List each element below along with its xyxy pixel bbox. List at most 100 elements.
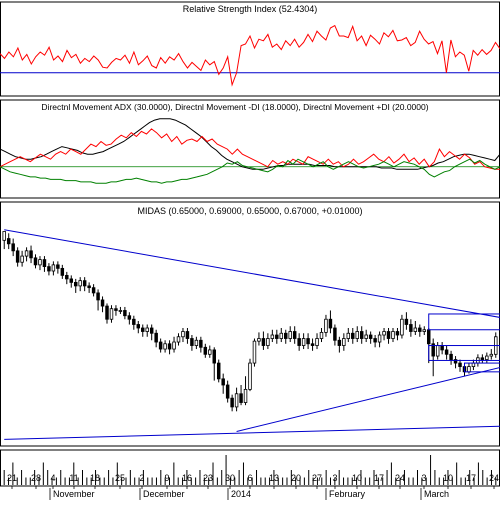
candle xyxy=(11,238,15,257)
candle-body xyxy=(458,362,462,367)
day-tick-label: 28 xyxy=(31,473,41,483)
candle xyxy=(346,328,351,343)
candle-body xyxy=(248,362,252,390)
candle-body xyxy=(60,267,65,276)
dmi-title: Directnl Movement ADX (30.0000), Directn… xyxy=(41,102,428,112)
candle-body xyxy=(11,243,15,252)
candle xyxy=(297,333,301,351)
zone-box xyxy=(428,345,500,361)
candle-body xyxy=(359,331,364,339)
trendline xyxy=(4,229,500,318)
candle-body xyxy=(15,250,20,263)
day-tick-label: 18 xyxy=(90,473,100,483)
candle xyxy=(154,329,158,348)
candle-body xyxy=(69,278,74,283)
candle-body xyxy=(471,362,476,367)
candle xyxy=(158,338,163,353)
candle-body xyxy=(185,331,190,339)
candle-body xyxy=(118,310,123,312)
candle-body xyxy=(82,280,87,287)
candle xyxy=(400,314,404,339)
day-tick-label: 9 xyxy=(164,473,169,483)
candle xyxy=(337,336,342,353)
candle xyxy=(145,324,149,337)
candle xyxy=(284,329,288,344)
candle xyxy=(181,328,185,343)
candle-body xyxy=(440,345,444,351)
trendline xyxy=(236,367,500,432)
candle xyxy=(141,324,145,337)
candle xyxy=(386,328,391,344)
day-tick-label: 10 xyxy=(352,473,362,483)
day-tick-label: 23 xyxy=(203,473,213,483)
candle xyxy=(413,320,418,336)
candle xyxy=(373,335,377,348)
month-label: 2014 xyxy=(231,489,251,499)
candle xyxy=(87,282,91,293)
candle-body xyxy=(284,332,288,339)
candle-body xyxy=(279,332,284,339)
candle-body xyxy=(324,318,328,333)
candle xyxy=(409,319,413,337)
candle-body xyxy=(225,384,230,399)
day-tick-label: 6 xyxy=(247,473,252,483)
candle-body xyxy=(480,357,485,360)
candle xyxy=(489,349,494,360)
candle xyxy=(471,359,476,371)
candle xyxy=(109,305,114,323)
candle-body xyxy=(431,343,435,357)
candle xyxy=(73,278,78,293)
candle-body xyxy=(315,338,319,346)
candle-body xyxy=(391,331,395,339)
candle xyxy=(149,324,154,341)
month-label: February xyxy=(329,489,366,499)
candle-body xyxy=(382,331,386,336)
candle xyxy=(440,342,444,355)
candle-body xyxy=(73,281,78,287)
candle xyxy=(248,358,252,392)
candle xyxy=(306,333,310,350)
candle-body xyxy=(105,305,109,320)
candle xyxy=(418,324,422,337)
candle xyxy=(342,333,346,351)
candle xyxy=(203,343,208,358)
candle xyxy=(333,324,337,346)
candle xyxy=(359,326,364,344)
candle-body xyxy=(51,264,56,272)
candle xyxy=(391,328,395,343)
month-label: November xyxy=(53,489,95,499)
candle xyxy=(78,277,82,292)
candle-body xyxy=(212,349,216,364)
candle xyxy=(6,233,11,250)
candle-body xyxy=(355,331,359,339)
candle-body xyxy=(404,318,409,325)
candle xyxy=(270,329,275,343)
candle xyxy=(91,284,96,297)
candle-body xyxy=(29,250,33,259)
candle-body xyxy=(47,266,51,272)
candle-body xyxy=(310,343,315,346)
rsi-panel-frame xyxy=(0,1,500,97)
candle-body xyxy=(368,334,373,339)
candle-body xyxy=(163,343,167,350)
candle-body xyxy=(449,353,453,360)
rsi-title: Relative Strength Index (52.4304) xyxy=(183,4,318,14)
candle xyxy=(431,338,435,377)
candle xyxy=(136,320,141,334)
day-tick-label: 11 xyxy=(69,473,78,483)
candle-body xyxy=(2,231,6,241)
candle-body xyxy=(301,338,306,346)
candle-body xyxy=(154,332,158,343)
candle-body xyxy=(342,338,346,346)
candle xyxy=(310,338,315,351)
day-tick-label: 21 xyxy=(7,473,17,483)
day-tick-label: 24 xyxy=(395,473,405,483)
candle-body xyxy=(337,339,342,346)
candle-body xyxy=(485,355,489,360)
candle-body xyxy=(426,329,431,345)
minus-di-line xyxy=(0,128,500,170)
candle xyxy=(38,256,42,271)
candle xyxy=(257,332,261,346)
candle xyxy=(324,314,328,337)
day-tick-label: 20 xyxy=(291,473,301,483)
